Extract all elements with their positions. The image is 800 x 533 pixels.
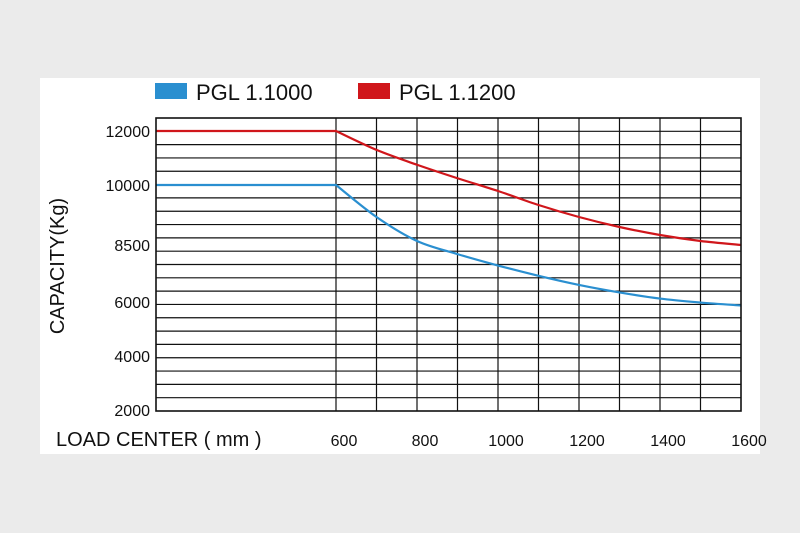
y-axis-title: CAPACITY(Kg)	[47, 198, 69, 334]
legend-swatch	[358, 83, 390, 99]
y-tick-label: 6000	[114, 295, 150, 312]
legend: PGL 1.1000 PGL 1.1200	[155, 80, 516, 105]
legend-label: PGL 1.1000	[196, 80, 313, 105]
x-tick-labels: 600 800 1000 1200 1400 1600	[331, 433, 767, 450]
x-tick-label: 1400	[650, 433, 686, 450]
y-tick-label: 12000	[106, 124, 151, 141]
y-tick-labels: 12000 10000 8500 6000 4000 2000	[106, 124, 151, 420]
legend-swatch	[155, 83, 187, 99]
x-tick-label: 1600	[731, 433, 767, 450]
legend-label: PGL 1.1200	[399, 80, 516, 105]
series-lines	[156, 129, 742, 307]
plot-frame	[155, 117, 742, 412]
plot-border	[155, 117, 742, 412]
y-tick-label: 10000	[106, 178, 151, 195]
chart-panel	[40, 78, 760, 454]
x-tick-label: 800	[412, 433, 439, 450]
series-line-pgl-1-1200	[156, 129, 742, 247]
y-tick-label: 2000	[114, 403, 150, 420]
y-tick-label: 8500	[114, 238, 150, 255]
x-tick-label: 600	[331, 433, 358, 450]
grid	[156, 118, 741, 411]
x-tick-label: 1000	[488, 433, 524, 450]
x-tick-label: 1200	[569, 433, 605, 450]
y-tick-label: 4000	[114, 349, 150, 366]
series-line-pgl-1-1000	[156, 183, 742, 307]
x-axis-title: LOAD CENTER ( mm )	[56, 429, 262, 451]
